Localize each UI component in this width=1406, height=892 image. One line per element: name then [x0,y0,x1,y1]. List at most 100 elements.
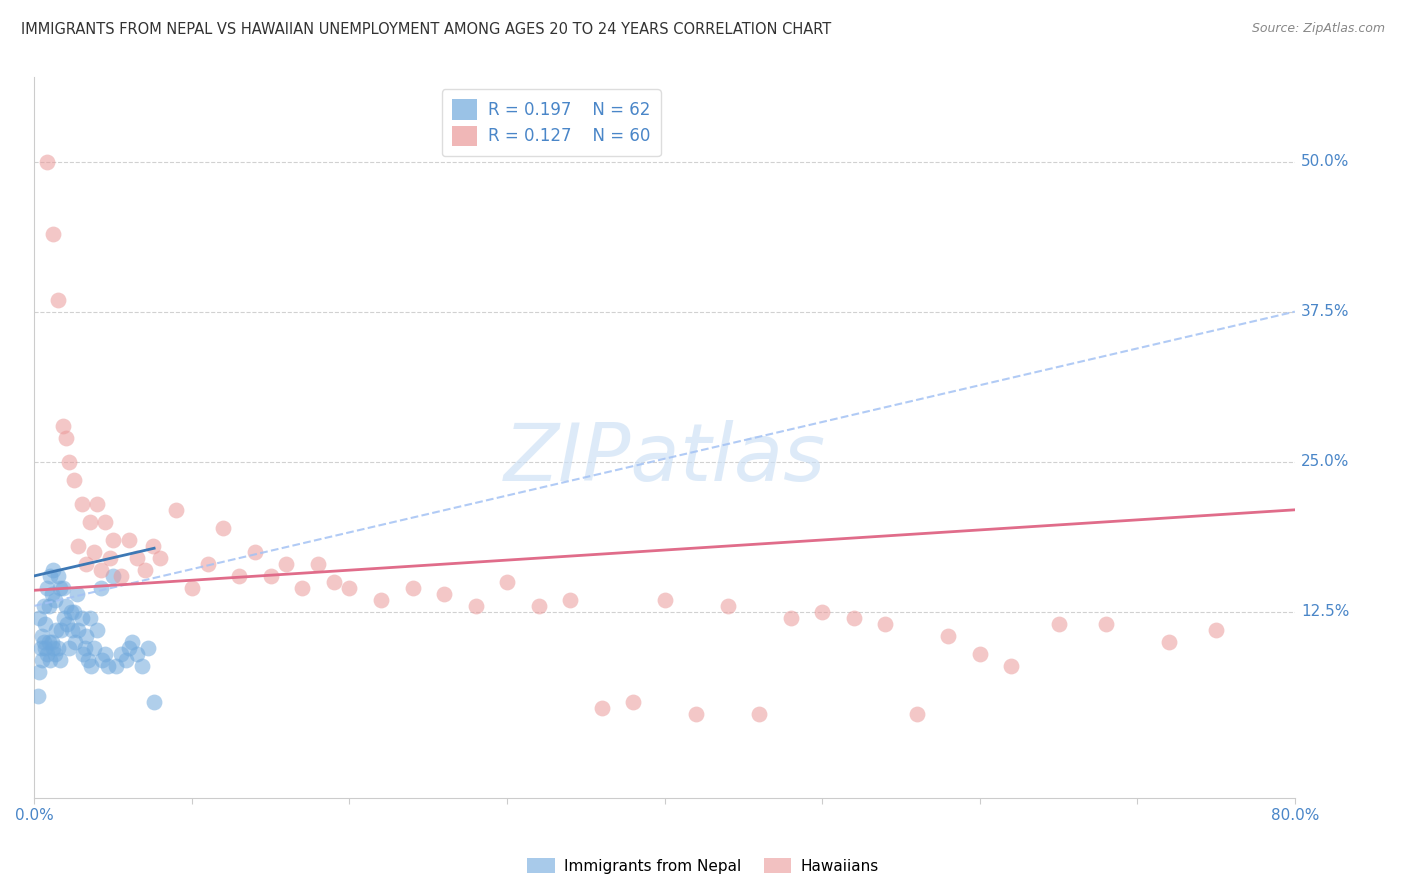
Point [75,629,97,643]
Point [105,659,128,673]
Point [41,587,63,601]
Point [1047,616,1070,631]
Point [905,706,928,721]
Point [31,629,53,643]
Point [558,593,581,607]
Point [73,640,96,655]
Point [28,665,51,679]
Point [110,647,132,661]
Point [55,599,77,613]
Point [125,550,148,565]
Point [811,605,834,619]
Point [38,599,60,613]
Point [197,557,219,571]
Point [121,635,143,649]
Point [49,623,72,637]
Point [243,545,266,559]
Point [86,623,108,637]
Point [72,647,94,661]
Legend: R = 0.197    N = 62, R = 0.127    N = 60: R = 0.197 N = 62, R = 0.127 N = 60 [441,89,661,156]
Point [748,706,770,721]
Point [42,227,65,241]
Point [114,653,136,667]
Point [291,581,314,595]
Point [44,593,66,607]
Point [101,569,124,583]
Point [52,418,75,433]
Point [842,611,865,625]
Point [433,587,456,601]
Point [86,497,108,511]
Point [936,629,959,643]
Point [717,599,740,613]
Point [496,574,519,589]
Point [591,701,613,715]
Point [59,605,82,619]
Point [34,616,56,631]
Point [90,581,112,595]
Point [131,659,153,673]
Point [28,611,51,625]
Point [181,581,204,595]
Point [136,640,159,655]
Point [779,611,801,625]
Point [79,515,101,529]
Point [83,640,105,655]
Point [83,545,105,559]
Point [94,515,117,529]
Point [212,521,235,535]
Point [339,581,361,595]
Point [97,659,120,673]
Text: 50.0%: 50.0% [1301,154,1350,169]
Point [60,623,83,637]
Point [621,695,644,709]
Point [56,616,79,631]
Point [35,154,58,169]
Point [80,659,103,673]
Point [98,550,121,565]
Point [77,653,100,667]
Point [101,533,124,547]
Point [42,640,65,655]
Point [370,593,392,607]
Point [75,557,97,571]
Point [1205,623,1227,637]
Point [401,581,423,595]
Point [110,569,132,583]
Point [55,431,77,445]
Point [527,599,550,613]
Text: ZIPatlas: ZIPatlas [503,420,825,499]
Point [1094,616,1116,631]
Point [70,611,93,625]
Point [1157,635,1180,649]
Point [58,455,80,469]
Point [38,635,60,649]
Text: Source: ZipAtlas.com: Source: ZipAtlas.com [1251,22,1385,36]
Point [62,473,84,487]
Point [134,563,156,577]
Point [276,557,298,571]
Point [48,581,70,595]
Point [143,695,166,709]
Point [34,640,56,655]
Point [41,635,63,649]
Point [53,611,76,625]
Point [79,611,101,625]
Point [39,653,62,667]
Point [46,293,69,307]
Point [46,569,69,583]
Point [307,557,329,571]
Text: 37.5%: 37.5% [1301,304,1350,319]
Point [1000,659,1022,673]
Point [67,623,90,637]
Point [48,653,70,667]
Text: IMMIGRANTS FROM NEPAL VS HAWAIIAN UNEMPLOYMENT AMONG AGES 20 TO 24 YEARS CORRELA: IMMIGRANTS FROM NEPAL VS HAWAIIAN UNEMPL… [21,22,831,37]
Point [141,539,163,553]
Point [32,599,55,613]
Text: 12.5%: 12.5% [1301,605,1350,619]
Text: 25.0%: 25.0% [1301,454,1350,469]
Point [228,569,250,583]
Point [260,569,283,583]
Point [94,647,117,661]
Point [464,599,486,613]
